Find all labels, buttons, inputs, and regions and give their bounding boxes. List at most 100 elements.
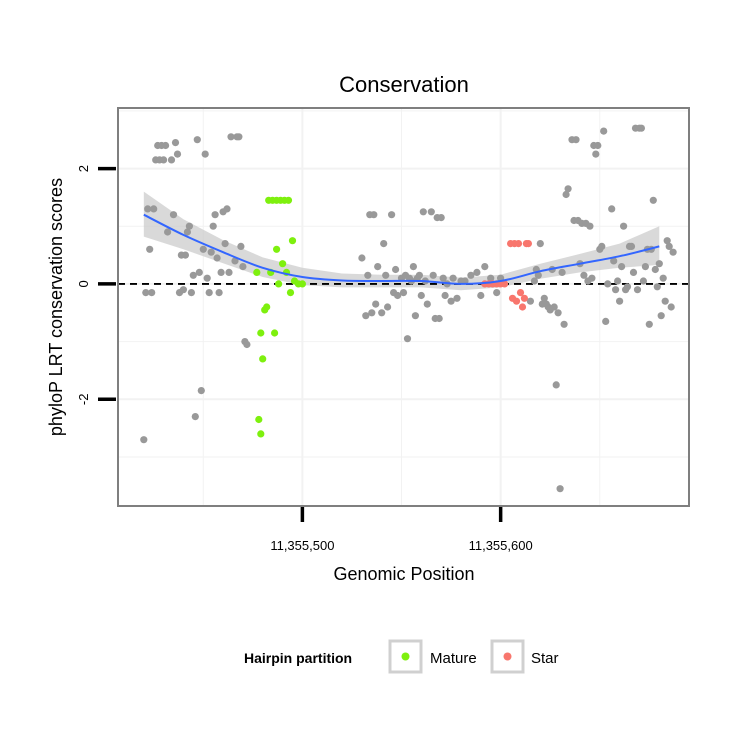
point-other <box>481 263 489 271</box>
legend-label-mature: Mature <box>430 650 477 667</box>
point-other <box>586 222 594 230</box>
point-other <box>614 277 622 285</box>
point-other <box>382 271 390 279</box>
point-other <box>372 300 380 308</box>
y-tick-label: 2 <box>76 165 91 172</box>
y-axis-title: phyloP LRT conservation scores <box>46 178 66 436</box>
point-other <box>618 263 626 271</box>
legend-swatch-mature <box>401 652 410 661</box>
point-other <box>183 228 191 236</box>
point-star <box>520 294 529 302</box>
point-other <box>427 208 435 216</box>
point-other <box>191 413 199 421</box>
point-other <box>171 139 180 147</box>
point-other <box>211 211 219 219</box>
point-other <box>199 245 207 253</box>
point-other <box>467 271 475 279</box>
point-other <box>207 248 215 256</box>
point-other <box>620 222 628 230</box>
point-other <box>637 124 646 132</box>
x-axis-ticks: 11,355,500 11,355,600 <box>270 507 533 553</box>
point-other <box>140 436 148 444</box>
point-other <box>641 263 650 271</box>
chart-title: Conservation <box>339 72 469 97</box>
point-other <box>449 274 457 282</box>
point-other <box>223 205 231 213</box>
point-other <box>540 294 548 302</box>
point-mature <box>255 415 263 424</box>
panel-border <box>117 107 690 507</box>
point-mature <box>271 329 279 337</box>
gridlines <box>118 108 689 506</box>
points-other <box>140 124 677 493</box>
point-other <box>160 156 168 164</box>
point-other <box>623 283 632 291</box>
point-other <box>592 150 600 158</box>
point-other <box>162 141 170 150</box>
y-tick-label: -2 <box>76 394 91 406</box>
point-other <box>558 268 566 276</box>
point-other <box>150 205 158 213</box>
point-other <box>409 263 417 271</box>
point-other <box>580 271 588 279</box>
point-other <box>616 297 624 305</box>
point-other <box>651 265 659 274</box>
point-other <box>610 257 618 265</box>
legend-item-star: Star <box>490 639 559 674</box>
x-tick-label: 11,355,600 <box>469 538 533 553</box>
point-other <box>530 277 539 285</box>
point-other <box>388 211 396 219</box>
point-other <box>362 312 370 320</box>
point-other <box>645 320 653 328</box>
point-other <box>477 291 485 300</box>
point-other <box>439 274 447 282</box>
point-other <box>201 150 209 158</box>
point-star <box>514 240 523 248</box>
point-other <box>564 185 572 193</box>
point-other <box>487 274 495 282</box>
point-other <box>447 297 455 305</box>
point-other <box>493 289 501 297</box>
point-other <box>604 280 612 288</box>
point-other <box>243 340 251 349</box>
point-star <box>516 289 525 297</box>
point-other <box>562 190 570 199</box>
point-other <box>653 283 661 291</box>
legend-label-star: Star <box>531 650 559 667</box>
point-other <box>179 286 187 294</box>
point-other <box>197 387 205 395</box>
point-star <box>501 280 509 288</box>
point-other <box>213 254 221 262</box>
point-other <box>169 211 178 219</box>
point-other <box>358 254 366 262</box>
point-mature <box>263 303 271 311</box>
point-other <box>144 205 152 213</box>
point-other <box>612 286 620 294</box>
points-mature <box>253 196 306 438</box>
point-other <box>164 228 172 236</box>
point-other <box>649 196 657 204</box>
point-other <box>659 274 667 282</box>
point-mature <box>298 280 306 288</box>
point-other <box>225 268 233 276</box>
point-other <box>181 251 189 259</box>
point-other <box>534 271 542 279</box>
point-other <box>364 271 372 279</box>
point-other <box>419 208 427 216</box>
point-other <box>374 263 382 271</box>
confidence-band <box>143 191 660 291</box>
point-other <box>629 268 638 276</box>
point-other <box>627 242 636 250</box>
point-star <box>518 303 527 311</box>
point-other <box>657 312 665 320</box>
point-other <box>403 335 412 343</box>
point-other <box>167 156 176 164</box>
point-other <box>572 136 580 144</box>
point-other <box>394 291 402 300</box>
point-other <box>600 127 608 135</box>
point-other <box>423 300 431 308</box>
point-other <box>669 248 677 256</box>
point-other <box>392 265 400 274</box>
point-other <box>189 271 197 279</box>
